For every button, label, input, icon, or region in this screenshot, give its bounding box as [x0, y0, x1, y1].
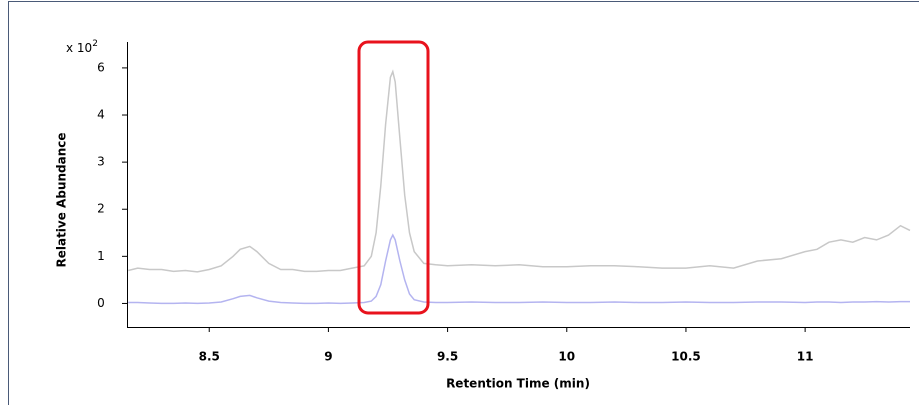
plot-area: [128, 69, 911, 305]
series-line: [128, 233, 910, 305]
y-multiplier-exp: 2: [92, 39, 98, 49]
y-tick-label: 2: [97, 202, 105, 216]
frame: [8, 1, 919, 405]
y-tick-label: 3: [97, 155, 105, 169]
x-tick-label: 9.5: [437, 350, 458, 364]
y-tick-label: 6: [97, 60, 105, 74]
y-tick-label: 0: [97, 296, 105, 310]
x-tick-label: 10: [558, 350, 575, 364]
x-tick-label: 11: [797, 350, 814, 364]
series-line: [128, 69, 911, 273]
y-multiplier-base: x 10: [66, 41, 92, 55]
y-multiplier: x 102: [66, 39, 98, 55]
y-tick-label: 1: [97, 249, 105, 263]
x-tick-label: 10.5: [671, 350, 701, 364]
x-tick-label: 9: [324, 350, 332, 364]
x-tick-label: 8.5: [199, 350, 220, 364]
highlight-box: [357, 40, 430, 315]
y-axis-label: Relative Abundance: [55, 132, 69, 267]
x-axis-label: Retention Time (min): [446, 377, 590, 391]
y-tick-label: 4: [97, 108, 105, 122]
